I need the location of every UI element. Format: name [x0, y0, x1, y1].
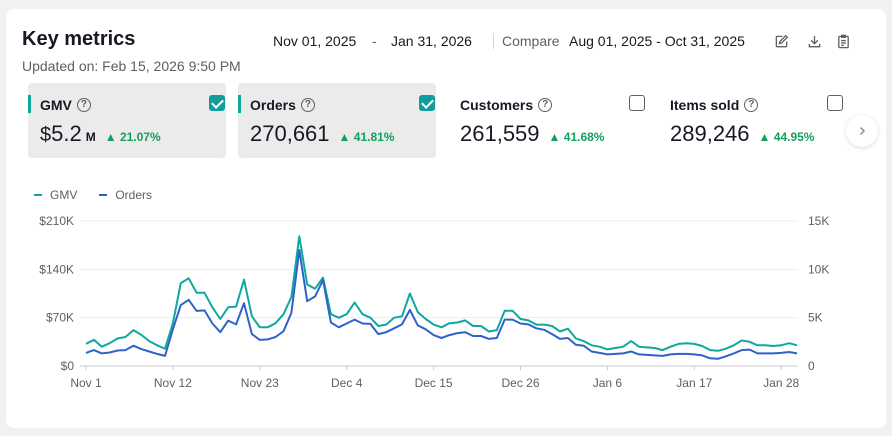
metric-change: 21.07% [119, 130, 161, 144]
metric-change: 41.81% [353, 130, 395, 144]
metric-checkbox[interactable] [209, 95, 225, 111]
y-left-tick-label: $140K [39, 262, 74, 276]
metric-change: 44.95% [773, 130, 815, 144]
metric-change: 41.68% [563, 130, 605, 144]
date-start[interactable]: Nov 01, 2025 [273, 33, 357, 49]
y-right-tick-label: 0 [808, 359, 815, 373]
currency-prefix: $ [40, 124, 52, 146]
x-tick-label: Jan 17 [676, 376, 712, 390]
download-icon[interactable] [804, 31, 824, 51]
x-tick-label: Nov 12 [154, 376, 192, 390]
metric-unit: M [85, 130, 96, 144]
page-title: Key metrics [22, 28, 136, 50]
metric-checkbox[interactable] [419, 95, 435, 111]
x-tick-label: Jan 6 [593, 376, 623, 390]
legend-swatch [99, 194, 108, 196]
metric-value: 261,559 [460, 121, 540, 146]
updated-timestamp: Updated on: Feb 15, 2026 9:50 PM [22, 58, 241, 74]
series-color-bar [28, 95, 31, 113]
metric-value: 270,661 [250, 121, 330, 146]
y-left-tick-label: $0 [61, 359, 75, 373]
help-icon[interactable]: ? [744, 98, 759, 112]
legend-item-orders[interactable]: Orders [99, 188, 152, 202]
help-icon[interactable]: ? [538, 98, 553, 112]
metric-label: GMV [40, 97, 72, 113]
metric-checkbox[interactable] [827, 95, 843, 111]
legend-label: Orders [115, 188, 153, 202]
metric-card-gmv[interactable]: GMV? $5.2 M ▲ 21.07% [28, 83, 226, 158]
series-line-gmv [85, 235, 798, 352]
x-tick-label: Nov 23 [241, 376, 279, 390]
y-right-tick-label: 15K [808, 214, 829, 228]
x-tick-label: Nov 1 [70, 376, 102, 390]
legend-label: GMV [50, 188, 78, 202]
chevron-right-icon [859, 126, 866, 136]
legend-item-gmv[interactable]: GMV [34, 188, 77, 202]
metric-card-orders[interactable]: Orders? 270,661 ▲ 41.81% [238, 83, 436, 158]
up-arrow-icon: ▲ [104, 130, 117, 144]
up-arrow-icon: ▲ [758, 130, 771, 144]
metric-label: Items sold [670, 97, 740, 113]
y-left-tick-label: $70K [46, 311, 74, 325]
x-tick-label: Dec 4 [331, 376, 363, 390]
edit-icon[interactable] [771, 31, 791, 51]
help-icon[interactable]: ? [300, 98, 315, 112]
up-arrow-icon: ▲ [548, 130, 561, 144]
date-separator: - [372, 33, 377, 49]
metric-value: 5.2 [51, 121, 82, 146]
metric-card-customers[interactable]: Customers? 261,559 ▲ 41.68% [448, 83, 646, 158]
y-right-tick-label: 5K [808, 311, 823, 325]
x-tick-label: Dec 26 [501, 376, 539, 390]
metric-card-items-sold[interactable]: Items sold? 289,246 ▲ 44.95% [658, 83, 856, 158]
legend-swatch [34, 194, 42, 196]
date-end[interactable]: Jan 31, 2026 [391, 33, 472, 49]
help-icon[interactable]: ? [76, 98, 91, 112]
key-metrics-card [6, 9, 886, 428]
compare-range[interactable]: Aug 01, 2025 - Oct 31, 2025 [569, 33, 745, 49]
metric-checkbox[interactable] [629, 95, 645, 111]
metric-label: Customers [460, 97, 534, 113]
divider [493, 33, 494, 49]
clipboard-icon[interactable] [833, 31, 853, 51]
series-line-orders [85, 249, 798, 360]
x-tick-label: Dec 15 [415, 376, 453, 390]
next-metrics-button[interactable] [846, 115, 878, 147]
chart-legend: GMV Orders [34, 188, 152, 202]
metric-value: 289,246 [670, 121, 750, 146]
x-tick-label: Jan 28 [763, 376, 799, 390]
up-arrow-icon: ▲ [338, 130, 351, 144]
y-left-tick-label: $210K [39, 214, 74, 228]
compare-label: Compare [502, 33, 560, 49]
y-right-tick-label: 10K [808, 262, 829, 276]
metric-label: Orders [250, 97, 296, 113]
series-color-bar [238, 95, 241, 113]
